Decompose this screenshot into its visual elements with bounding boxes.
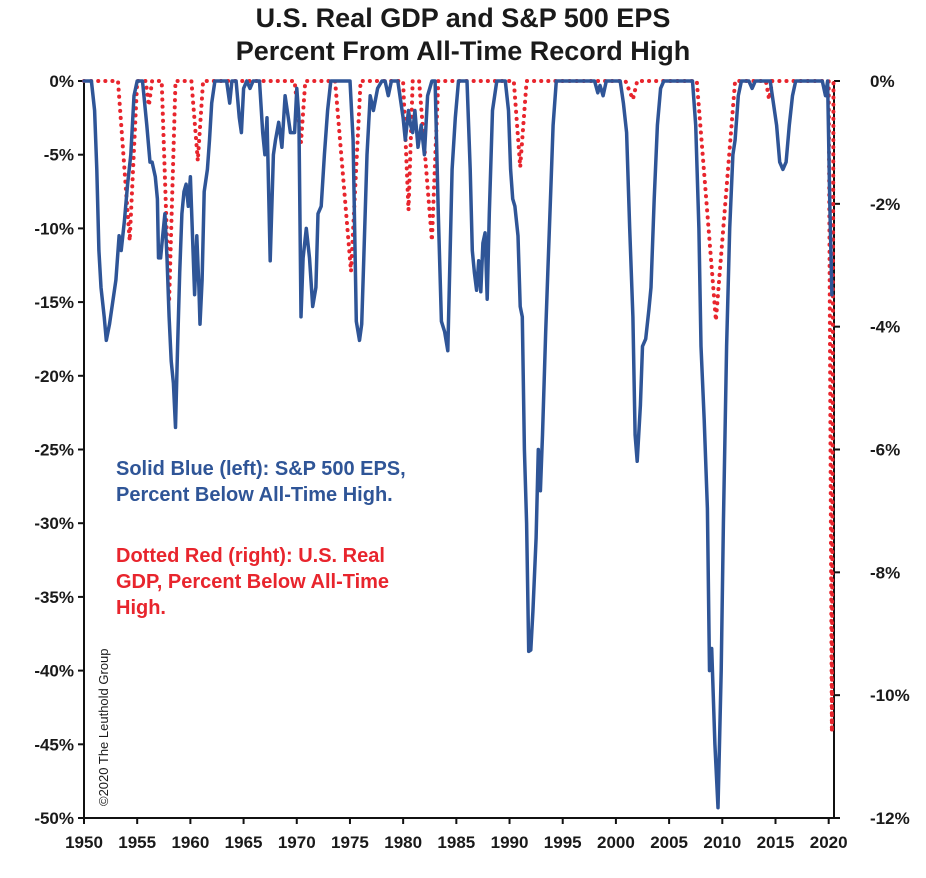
eps-series — [82, 79, 834, 810]
left-tick-label: -15% — [34, 293, 74, 312]
gdp-series — [82, 79, 836, 733]
x-tick-label: 1980 — [384, 833, 422, 852]
left-tick-label: -45% — [34, 735, 74, 754]
right-tick-label: -6% — [870, 441, 900, 460]
x-tick-label: 2005 — [650, 833, 688, 852]
eps-series-line — [82, 79, 834, 810]
left-tick-label: -5% — [44, 146, 74, 165]
chart-axes: 0% -5% -10% -15% -20% -25% -30% -35% -40% -45% -50… — [34, 72, 909, 852]
x-tick-label: 1995 — [544, 833, 582, 852]
right-tick-label: 0% — [870, 72, 895, 91]
right-tick-label: -2% — [870, 195, 900, 214]
gdp-legend-line-1: Dotted Red (right): U.S. Real — [116, 545, 385, 567]
x-tick-label: 2020 — [810, 833, 848, 852]
chart-title-line-2: Percent From All-Time Record High — [235, 36, 691, 66]
right-tick-label: -12% — [870, 809, 910, 828]
x-tick-label: 1960 — [171, 833, 209, 852]
right-tick-label: -4% — [870, 318, 900, 337]
copyright-label: ©2020 The Leuthold Group — [96, 648, 111, 806]
x-tick-label: 2010 — [703, 833, 741, 852]
left-tick-label: -50% — [34, 809, 74, 828]
left-tick-label: -40% — [34, 662, 74, 681]
eps-legend-note: Solid Blue (left): S&P 500 EPS, Percent … — [116, 456, 406, 508]
x-tick-label: 1965 — [225, 833, 263, 852]
left-tick-label: -35% — [34, 588, 74, 607]
x-tick-label: 1955 — [118, 833, 156, 852]
x-tick-label: 1985 — [437, 833, 475, 852]
x-tick-label: 1970 — [278, 833, 316, 852]
x-tick-label: 1975 — [331, 833, 369, 852]
left-tick-label: -30% — [34, 514, 74, 533]
right-tick-label: -10% — [870, 686, 910, 705]
gdp-legend-line-2: GDP, Percent Below All-Time — [116, 571, 390, 593]
gdp-series-line — [82, 79, 836, 733]
left-tick-label: -10% — [34, 219, 74, 238]
left-tick-label: -25% — [34, 441, 74, 460]
left-tick-label: 0% — [49, 72, 74, 91]
eps-legend-line-2: Percent Below All-Time High. — [116, 484, 393, 506]
gdp-legend-line-3: High. — [116, 597, 166, 619]
chart-title: U.S. Real GDP and S&P 500 EPS Percent Fr… — [0, 2, 926, 68]
chart-title-line-1: U.S. Real GDP and S&P 500 EPS — [255, 3, 671, 33]
x-tick-label: 1950 — [65, 833, 103, 852]
x-tick-label: 2000 — [597, 833, 635, 852]
eps-legend-line-1: Solid Blue (left): S&P 500 EPS, — [116, 458, 406, 480]
gdp-legend-note: Dotted Red (right): U.S. Real GDP, Perce… — [116, 543, 389, 621]
right-tick-label: -8% — [870, 563, 900, 582]
left-tick-label: -20% — [34, 367, 74, 386]
x-tick-label: 2015 — [757, 833, 795, 852]
x-tick-label: 1990 — [491, 833, 529, 852]
